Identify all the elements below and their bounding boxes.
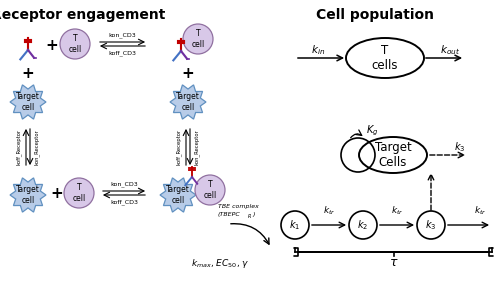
Text: $k_{in}$: $k_{in}$	[311, 43, 325, 57]
Text: Target
cell: Target cell	[176, 92, 200, 112]
Text: TBE complex: TBE complex	[218, 204, 259, 209]
Text: T
cell: T cell	[204, 180, 216, 200]
Text: $k_3$: $k_3$	[454, 140, 466, 154]
Text: kon_Receptor: kon_Receptor	[194, 129, 200, 165]
Text: T
cells: T cells	[372, 44, 398, 72]
Text: $k_{tr}$: $k_{tr}$	[322, 204, 336, 217]
Text: Target
Cells: Target Cells	[374, 141, 412, 169]
Text: kon_CD3: kon_CD3	[110, 181, 138, 187]
Text: +: +	[182, 66, 194, 80]
Text: Target
cell: Target cell	[16, 92, 40, 112]
Text: $\tau$: $\tau$	[388, 256, 398, 268]
Circle shape	[195, 175, 225, 205]
Circle shape	[60, 29, 90, 59]
Text: koff_CD3: koff_CD3	[108, 50, 136, 56]
Text: (TBEPC: (TBEPC	[218, 212, 241, 217]
Text: Target
cell: Target cell	[16, 185, 40, 205]
Text: T
cell: T cell	[68, 34, 82, 54]
Text: +: +	[50, 185, 64, 201]
Text: ): )	[252, 212, 254, 217]
Text: koff_Receptor: koff_Receptor	[16, 129, 22, 165]
Text: $k_{out}$: $k_{out}$	[440, 43, 460, 57]
Polygon shape	[160, 178, 196, 212]
Polygon shape	[10, 85, 46, 119]
Text: $k_1$: $k_1$	[290, 218, 300, 232]
Text: $k_{tr}$: $k_{tr}$	[474, 204, 486, 217]
Text: kon_CD3: kon_CD3	[108, 32, 136, 38]
Text: R: R	[248, 214, 252, 219]
Text: $k_2$: $k_2$	[358, 218, 368, 232]
Text: kon_Receptor: kon_Receptor	[34, 129, 40, 165]
Circle shape	[183, 24, 213, 54]
Text: Target
cell: Target cell	[166, 185, 190, 205]
Text: $k_3$: $k_3$	[426, 218, 436, 232]
Text: koff_Receptor: koff_Receptor	[176, 129, 182, 165]
Text: $k_{tr}$: $k_{tr}$	[390, 204, 404, 217]
Text: koff_CD3: koff_CD3	[110, 199, 138, 205]
Text: $K_g$: $K_g$	[366, 124, 378, 138]
Polygon shape	[10, 178, 46, 212]
Circle shape	[64, 178, 94, 208]
Polygon shape	[170, 85, 206, 119]
Text: $k_{max}$, $EC_{50}$, $\gamma$: $k_{max}$, $EC_{50}$, $\gamma$	[190, 256, 250, 270]
Text: T
cell: T cell	[72, 183, 86, 203]
Text: +: +	[46, 37, 59, 53]
Text: Cell population: Cell population	[316, 8, 434, 22]
Text: Receptor engagement: Receptor engagement	[0, 8, 165, 22]
Text: +: +	[22, 66, 35, 80]
Text: T
cell: T cell	[192, 29, 204, 49]
